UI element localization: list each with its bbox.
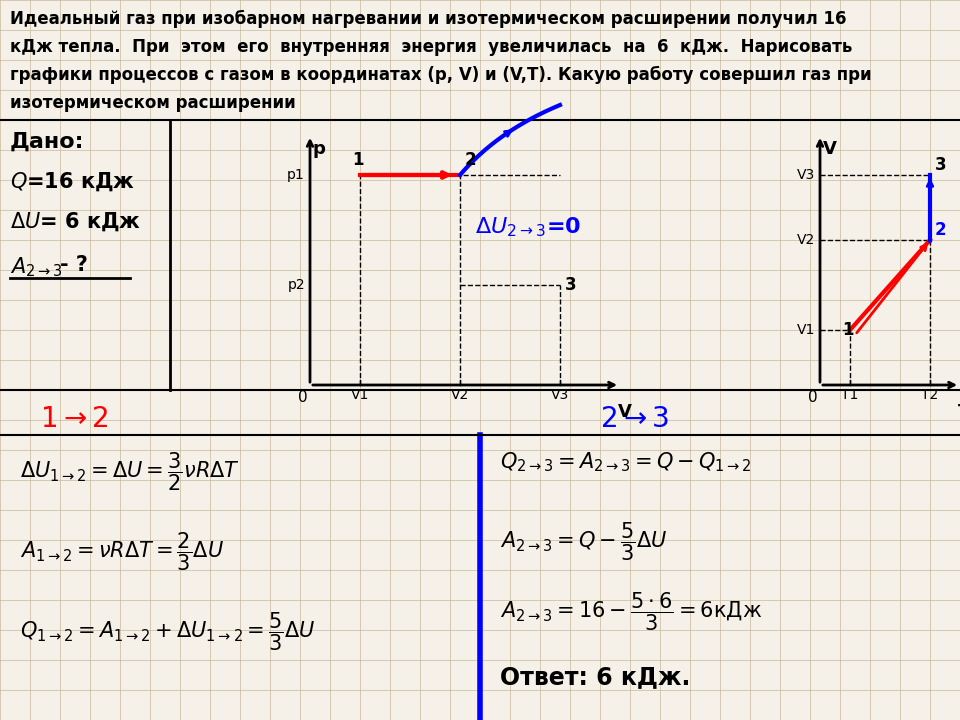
Text: графики процессов с газом в координатах (р, V) и (V,T). Какую работу совершил га: графики процессов с газом в координатах … — [10, 66, 872, 84]
Text: $Q$=16 кДж: $Q$=16 кДж — [10, 170, 135, 193]
Text: 2: 2 — [465, 151, 476, 169]
Text: 3: 3 — [565, 276, 577, 294]
Text: $A_{2\to3}=16-\dfrac{5\cdot6}{3}=6\text{кДж}$: $A_{2\to3}=16-\dfrac{5\cdot6}{3}=6\text{… — [500, 590, 762, 632]
Text: V: V — [823, 140, 837, 158]
Text: p1: p1 — [287, 168, 305, 182]
Text: изотермическом расширении: изотермическом расширении — [10, 94, 296, 112]
Text: Дано:: Дано: — [10, 132, 84, 152]
Text: V2: V2 — [797, 233, 815, 247]
Text: T1: T1 — [841, 388, 858, 402]
Text: $\Delta U$= 6 кДж: $\Delta U$= 6 кДж — [10, 210, 141, 233]
Text: V2: V2 — [451, 388, 469, 402]
Text: $\Delta U_{1\to2}=\Delta U=\dfrac{3}{2}\nu R\Delta T$: $\Delta U_{1\to2}=\Delta U=\dfrac{3}{2}\… — [20, 450, 240, 492]
Text: V: V — [618, 403, 632, 421]
Text: Ответ: 6 кДж.: Ответ: 6 кДж. — [500, 665, 690, 689]
Text: кДж тепла.  При  этом  его  внутренняя  энергия  увеличилась  на  6  кДж.  Нарис: кДж тепла. При этом его внутренняя энерг… — [10, 38, 852, 56]
Text: $Q_{2\to3}=A_{2\to3}=Q-Q_{1\to2}$: $Q_{2\to3}=A_{2\to3}=Q-Q_{1\to2}$ — [500, 450, 752, 474]
Text: $Q_{1\to2}=A_{1\to2}+\Delta U_{1\to2}=\dfrac{5}{3}\Delta U$: $Q_{1\to2}=A_{1\to2}+\Delta U_{1\to2}=\d… — [20, 610, 316, 652]
Text: p: p — [312, 140, 324, 158]
Text: V3: V3 — [551, 388, 569, 402]
Text: V1: V1 — [350, 388, 370, 402]
Text: Идеальный газ при изобарном нагревании и изотермическом расширении получил 16: Идеальный газ при изобарном нагревании и… — [10, 10, 847, 28]
Text: $A_{2\to3}=Q-\dfrac{5}{3}\Delta U$: $A_{2\to3}=Q-\dfrac{5}{3}\Delta U$ — [500, 520, 667, 562]
Text: $A_{1\to2}=\nu R\Delta T=\dfrac{2}{3}\Delta U$: $A_{1\to2}=\nu R\Delta T=\dfrac{2}{3}\De… — [20, 530, 224, 572]
Text: T: T — [958, 403, 960, 421]
Text: 0: 0 — [298, 390, 307, 405]
Text: 3: 3 — [935, 156, 947, 174]
Text: 2: 2 — [935, 221, 947, 239]
Text: 1: 1 — [352, 151, 364, 169]
Text: $A_{2\to3}$: $A_{2\to3}$ — [10, 255, 62, 279]
Text: $2\to3$: $2\to3$ — [600, 405, 669, 433]
Text: 1: 1 — [842, 321, 853, 339]
Text: - ?: - ? — [60, 255, 88, 275]
Text: $1\to2$: $1\to2$ — [40, 405, 108, 433]
Text: p2: p2 — [287, 278, 305, 292]
Text: V1: V1 — [797, 323, 815, 337]
Text: T2: T2 — [922, 388, 939, 402]
Text: $\Delta U_{2\to3}$=0: $\Delta U_{2\to3}$=0 — [475, 215, 581, 238]
Text: V3: V3 — [797, 168, 815, 182]
Text: 0: 0 — [808, 390, 818, 405]
